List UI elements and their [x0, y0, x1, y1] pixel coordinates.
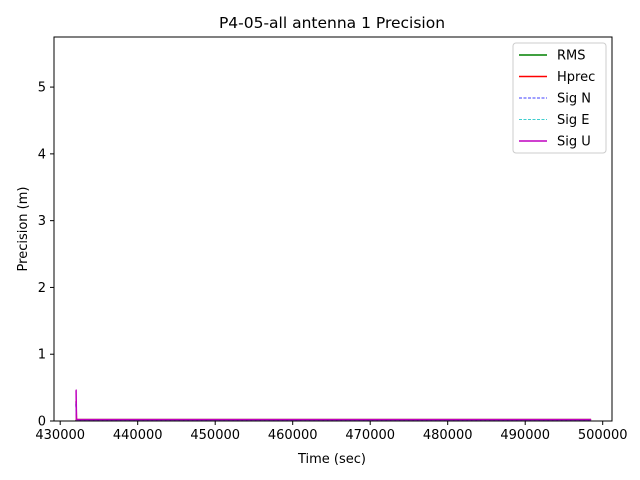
- x-tick-label: 480000: [423, 428, 473, 443]
- legend-label: RMS: [557, 49, 586, 64]
- chart-title: P4-05-all antenna 1 Precision: [219, 14, 445, 32]
- y-axis-ticks: 0 1 2 3 4 5: [38, 81, 54, 430]
- y-tick-label: 5: [38, 81, 46, 96]
- legend-label: Sig E: [557, 113, 589, 128]
- legend-label: Sig N: [557, 92, 591, 107]
- y-tick-label: 1: [38, 348, 46, 363]
- y-tick-label: 3: [38, 214, 46, 229]
- legend-label: Hprec: [557, 70, 595, 85]
- x-tick-label: 450000: [190, 428, 240, 443]
- x-axis-label: Time (sec): [297, 452, 366, 467]
- series-line-hprec: [75, 400, 592, 421]
- x-tick-label: 490000: [500, 428, 550, 443]
- legend: RMS Hprec Sig N Sig E Sig U: [512, 42, 607, 154]
- plot-lines: [75, 389, 592, 422]
- y-tick-label: 4: [38, 147, 46, 162]
- legend-label: Sig U: [557, 135, 591, 150]
- x-tick-label: 430000: [35, 428, 85, 443]
- legend-frame: [512, 42, 607, 154]
- y-axis-label: Precision (m): [16, 187, 31, 272]
- series-line-sig-n: [75, 404, 592, 421]
- x-tick-label: 470000: [345, 428, 395, 443]
- plot-frame: [53, 36, 613, 422]
- x-axis-ticks: 430000 440000 450000 460000 470000 480000 4900…: [35, 421, 628, 443]
- x-tick-label: 500000: [578, 428, 628, 443]
- series-line-sig-e: [75, 402, 592, 421]
- y-tick-label: 0: [38, 415, 46, 430]
- x-tick-label: 460000: [268, 428, 318, 443]
- y-tick-label: 2: [38, 281, 46, 296]
- series-line-sig-u: [75, 389, 592, 421]
- x-tick-label: 440000: [113, 428, 163, 443]
